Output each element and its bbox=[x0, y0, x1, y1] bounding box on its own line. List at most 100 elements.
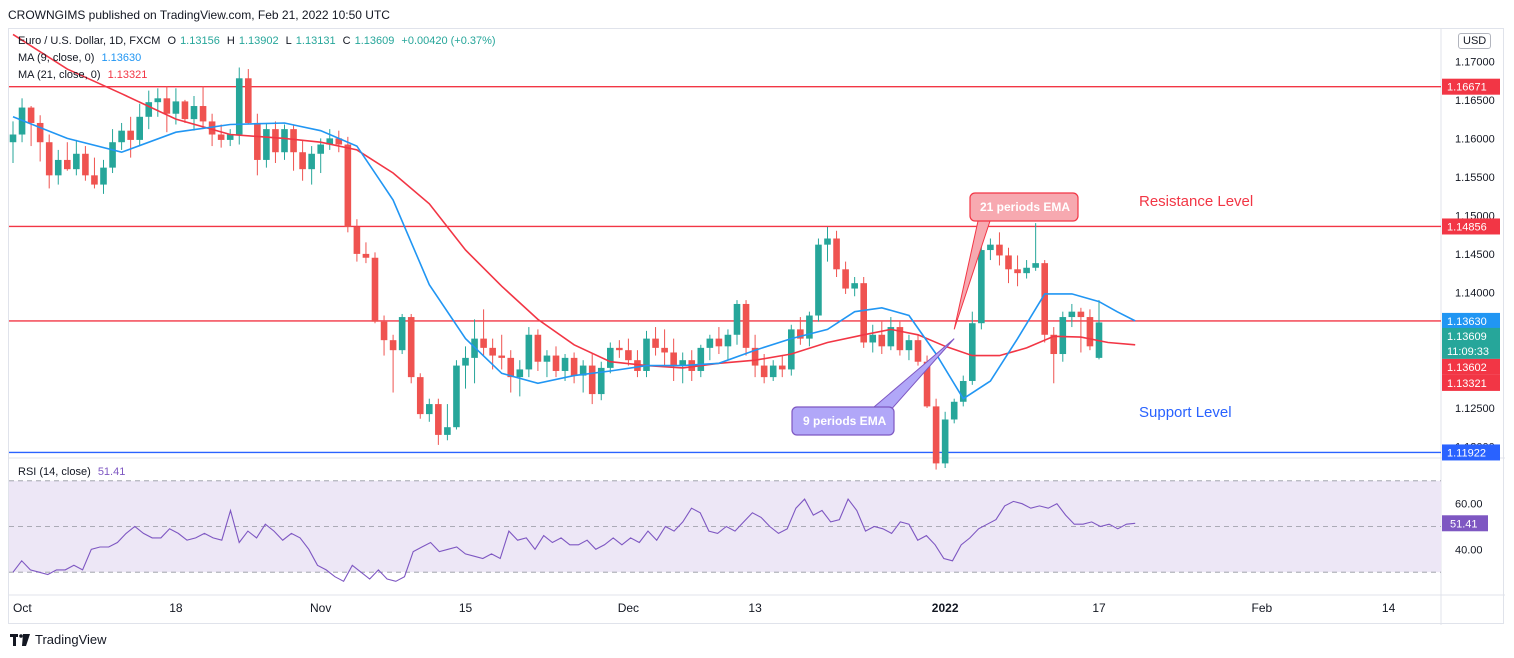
candle-body bbox=[833, 238, 840, 270]
candle-body bbox=[1014, 269, 1021, 274]
candle-body bbox=[208, 121, 216, 135]
candle-body bbox=[172, 101, 180, 114]
candle-body bbox=[489, 347, 496, 356]
legend-close: 1.13609 bbox=[354, 35, 395, 47]
candle-body bbox=[335, 138, 343, 145]
candle-body bbox=[715, 338, 723, 347]
candle-body bbox=[996, 244, 1003, 256]
candle-body bbox=[652, 338, 659, 348]
resistance-level-label: Resistance Level bbox=[1139, 193, 1253, 210]
candle-body bbox=[978, 250, 985, 324]
candle-body bbox=[190, 106, 198, 120]
price-badge-label: 1.13630 bbox=[1447, 316, 1487, 328]
candle-body bbox=[407, 317, 415, 378]
candle-body bbox=[136, 116, 143, 140]
candle-body bbox=[290, 129, 297, 153]
legend-high: 1.13902 bbox=[238, 35, 279, 47]
candle-body bbox=[54, 159, 62, 176]
tradingview-logo-icon bbox=[10, 633, 30, 646]
candle-body bbox=[869, 334, 877, 343]
candle-body bbox=[154, 98, 162, 103]
price-badge: 1.14856 bbox=[1442, 218, 1500, 235]
legend-ma9-value: 1.13630 bbox=[101, 52, 142, 64]
price-badge: 11:09:33 bbox=[1442, 342, 1500, 359]
ema9-callout-box bbox=[791, 406, 895, 436]
candle-body bbox=[444, 427, 451, 435]
chart-frame[interactable]: 1.17000 1.16500 1.16000 1.15500 1.15000 1.145… bbox=[8, 28, 1505, 625]
price-badge: 1.13321 bbox=[1442, 374, 1500, 391]
legend-ma9-label: MA (9, close, 0) bbox=[18, 52, 95, 64]
candle-body bbox=[281, 129, 288, 153]
price-tick-label: 1.17000 bbox=[1455, 56, 1495, 68]
candle-body bbox=[416, 377, 424, 415]
chart-canvas[interactable]: 1.170001.165001.160001.155001.150001.145… bbox=[9, 29, 1505, 625]
price-badge-label: 1.13602 bbox=[1447, 362, 1487, 374]
candle-body bbox=[625, 350, 632, 361]
candle-body bbox=[353, 226, 361, 254]
candle-body bbox=[941, 419, 949, 464]
candle-body bbox=[806, 315, 813, 339]
candle-body bbox=[987, 244, 994, 251]
time-tick-label: 13 bbox=[748, 601, 762, 615]
legend-ma21-label: MA (21, close, 0) bbox=[18, 69, 101, 81]
candle-body bbox=[534, 334, 542, 362]
candle-body bbox=[254, 122, 261, 160]
rsi-tick-label: 40.00 bbox=[1455, 544, 1483, 556]
candle-body bbox=[797, 329, 804, 339]
candle-body bbox=[1077, 311, 1085, 318]
candle-body bbox=[263, 129, 270, 160]
price-badge-label: 1.16671 bbox=[1447, 82, 1487, 94]
candle-body bbox=[1086, 317, 1094, 347]
candle-body bbox=[760, 365, 768, 378]
price-badge: 1.13602 bbox=[1442, 358, 1500, 375]
candle-body bbox=[923, 361, 931, 407]
candle-body bbox=[1041, 263, 1048, 335]
legend-rsi-row: RSI (14, close) 51.41 bbox=[18, 466, 129, 478]
candle-body bbox=[959, 380, 967, 402]
time-tick-label: 14 bbox=[1382, 601, 1396, 615]
price-badge: 1.11922 bbox=[1442, 444, 1500, 461]
candle-body bbox=[1023, 267, 1030, 274]
candle-body bbox=[878, 334, 886, 347]
candle-body bbox=[733, 303, 741, 335]
candle-body bbox=[226, 134, 234, 140]
price-badge-label: 1.13321 bbox=[1447, 378, 1487, 390]
candle-body bbox=[724, 334, 732, 347]
candle-body bbox=[362, 253, 370, 258]
currency-button[interactable]: USD bbox=[1458, 33, 1492, 49]
ma21-line bbox=[12, 33, 1136, 369]
candle-body bbox=[579, 365, 587, 376]
legend-low: 1.13131 bbox=[295, 35, 336, 47]
candles-group bbox=[9, 67, 1103, 470]
candle-body bbox=[498, 355, 505, 358]
candle-body bbox=[163, 98, 171, 114]
candle-body bbox=[199, 106, 207, 122]
price-badge-label: 1.13609 bbox=[1447, 331, 1487, 343]
time-tick-label: Oct bbox=[13, 601, 32, 615]
candle-body bbox=[842, 269, 849, 289]
candle-body bbox=[778, 365, 786, 370]
price-tick-label: 1.16500 bbox=[1455, 95, 1495, 107]
legend-rsi-label: RSI (14, close) bbox=[18, 466, 91, 478]
ma9-line bbox=[12, 116, 1136, 400]
price-tick-label: 1.12500 bbox=[1455, 403, 1495, 415]
candle-body bbox=[769, 365, 777, 378]
rsi-badge-label: 51.41 bbox=[1450, 518, 1478, 530]
candle-body bbox=[100, 167, 107, 185]
candle-body bbox=[109, 142, 116, 168]
candle-body bbox=[887, 327, 895, 347]
candle-body bbox=[679, 360, 686, 366]
price-tick-label: 1.15500 bbox=[1455, 172, 1495, 184]
legend-rsi-value: 51.41 bbox=[97, 466, 126, 478]
candle-body bbox=[380, 321, 388, 341]
footer-brand: TradingView bbox=[35, 632, 107, 647]
candle-body bbox=[643, 338, 650, 371]
price-badge-label: 1.14856 bbox=[1447, 221, 1487, 233]
legend-open: 1.13156 bbox=[180, 35, 220, 47]
candle-body bbox=[570, 357, 578, 376]
candle-body bbox=[480, 338, 487, 348]
candle-body bbox=[299, 152, 306, 170]
legend-ma9-row: MA (9, close, 0) 1.13630 bbox=[18, 52, 145, 64]
candle-body bbox=[181, 101, 189, 120]
